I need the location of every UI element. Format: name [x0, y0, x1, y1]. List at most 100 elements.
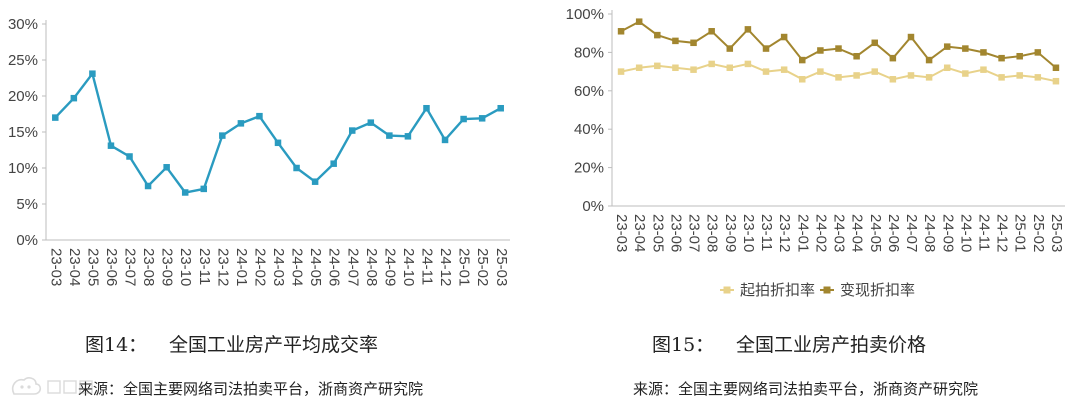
- x-tick-label: 24-12: [994, 214, 1011, 252]
- data-point: [635, 64, 643, 72]
- data-point: [762, 45, 770, 52]
- data-point: [293, 164, 300, 172]
- x-tick-label: 23-04: [631, 214, 648, 252]
- data-point: [889, 54, 897, 62]
- x-tick-label: 24-05: [307, 248, 324, 286]
- x-tick-label: 23-08: [704, 214, 721, 252]
- x-tick-label: 24-06: [885, 214, 902, 252]
- x-tick-label: 24-11: [975, 214, 992, 251]
- y-tick-label: 10%: [8, 160, 38, 177]
- left-figure-title: 全国工业房产平均成交率: [169, 334, 379, 356]
- y-tick-label: 60%: [574, 83, 604, 100]
- x-tick-label: 24-12: [437, 248, 454, 286]
- x-tick-label: 24-08: [363, 248, 380, 286]
- data-point: [708, 28, 715, 35]
- data-point: [871, 68, 878, 75]
- right-figure-caption: 图15： 全国工业房产拍卖价格: [652, 330, 926, 357]
- average-transaction-rate-chart: 0%5%10%15%20%25%30%23-03 23-04 23-05 23-06 2…: [8, 16, 510, 286]
- x-tick-label: 24-02: [251, 248, 268, 286]
- x-tick-label: 23-08: [140, 248, 157, 286]
- legend-item: 起拍折扣率: [720, 282, 815, 299]
- left-figure-number: 图14：: [85, 334, 148, 356]
- data-point: [126, 153, 133, 160]
- x-tick-label: 24-10: [400, 248, 417, 286]
- data-point: [107, 142, 115, 149]
- y-tick-label: 20%: [574, 160, 604, 177]
- data-point: [460, 115, 467, 123]
- x-tick-label: 24-01: [233, 248, 250, 286]
- y-tick-label: 20%: [8, 88, 38, 105]
- x-tick-label: 24-06: [326, 248, 343, 286]
- x-tick-label: 23-07: [122, 248, 139, 286]
- y-tick-label: 80%: [574, 44, 604, 61]
- x-tick-label: 24-11: [419, 248, 436, 285]
- data-point: [853, 52, 860, 60]
- right-figure-source: 来源：全国主要网络司法拍卖平台，浙商资产研究院: [633, 380, 979, 398]
- data-point: [871, 39, 878, 47]
- x-tick-label: 25-02: [474, 248, 491, 286]
- legend-label: 起拍折扣率: [740, 282, 815, 299]
- data-point: [744, 60, 752, 68]
- data-point: [441, 136, 449, 144]
- x-tick-label: 23-12: [214, 248, 231, 286]
- x-tick-label: 23-03: [47, 248, 64, 286]
- x-tick-label: 23-05: [649, 214, 666, 252]
- left-figure-caption: 图14： 全国工业房产平均成交率: [85, 330, 378, 357]
- y-tick-label: 15%: [8, 124, 38, 141]
- data-point: [925, 74, 933, 81]
- x-tick-label: 25-03: [493, 248, 510, 286]
- data-point: [311, 178, 319, 185]
- data-point: [780, 33, 788, 41]
- data-point: [1016, 72, 1023, 79]
- left-figure-source: 来源：全国主要网络司法拍卖平台，浙商资产研究院: [78, 380, 424, 398]
- y-tick-label: 30%: [8, 16, 38, 33]
- x-tick-label: 24-03: [831, 214, 848, 252]
- data-point: [907, 33, 915, 41]
- data-point: [762, 68, 770, 75]
- x-tick-label: 24-10: [957, 214, 974, 252]
- y-tick-label: 0%: [582, 198, 604, 215]
- x-tick-label: 24-05: [867, 214, 884, 252]
- x-tick-label: 23-11: [196, 248, 213, 285]
- x-tick-label: 23-04: [66, 248, 83, 286]
- data-point: [962, 70, 969, 77]
- data-point: [943, 64, 951, 72]
- data-point: [654, 31, 661, 39]
- legend-label: 变现折扣率: [840, 282, 915, 299]
- x-tick-label: 23-07: [686, 214, 703, 252]
- data-point: [726, 45, 734, 52]
- y-tick-label: 25%: [8, 52, 38, 69]
- data-point: [962, 45, 969, 52]
- x-tick-label: 23-10: [177, 248, 194, 286]
- x-tick-label: 23-05: [84, 248, 101, 286]
- y-tick-label: 40%: [574, 121, 604, 138]
- data-point: [943, 43, 951, 50]
- data-point: [144, 182, 152, 190]
- x-tick-label: 25-02: [1030, 214, 1047, 252]
- x-tick-label: 25-01: [1012, 214, 1029, 252]
- legend-item: 变现折扣率: [820, 282, 915, 299]
- x-tick-label: 24-04: [849, 214, 866, 252]
- data-point: [89, 70, 96, 77]
- data-point: [799, 76, 806, 83]
- data-point: [181, 189, 189, 196]
- data-point: [672, 37, 679, 45]
- data-point: [726, 64, 734, 72]
- data-point: [163, 164, 170, 171]
- x-tick-label: 23-06: [103, 248, 120, 286]
- data-point: [672, 64, 679, 72]
- data-point: [1034, 49, 1042, 56]
- right-figure-title: 全国工业房产拍卖价格: [736, 334, 927, 356]
- data-point: [654, 62, 661, 70]
- x-tick-label: 24-01: [794, 214, 811, 252]
- legend-marker: [823, 286, 831, 294]
- legend-marker: [723, 286, 731, 294]
- auction-price-chart: 0%20%40%60%80%100%23-03 23-04 23-05 23-06 23…: [566, 6, 1065, 299]
- data-point: [998, 54, 1005, 62]
- data-point: [1052, 64, 1060, 72]
- data-point: [780, 66, 788, 73]
- data-point: [330, 160, 337, 167]
- data-point: [256, 112, 263, 120]
- data-point: [478, 115, 486, 122]
- y-tick-label: 5%: [16, 196, 38, 213]
